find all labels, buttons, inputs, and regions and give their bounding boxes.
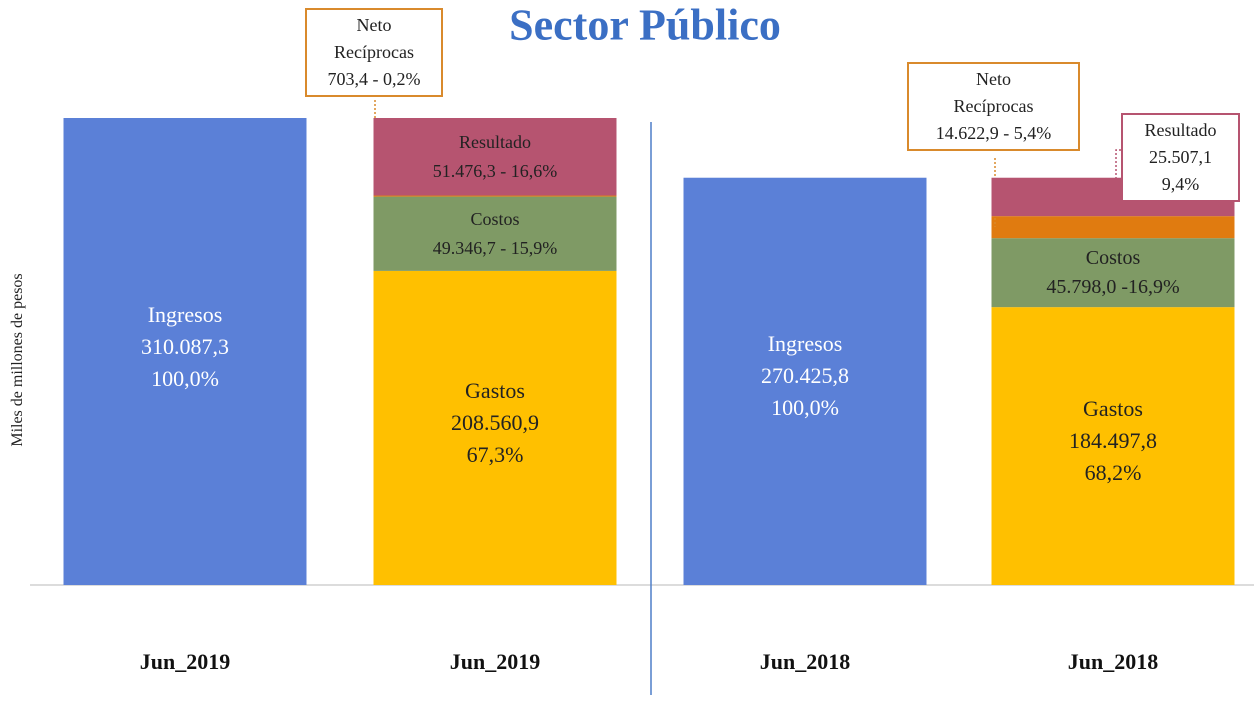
bar-segment [63, 118, 307, 585]
data-label-value: 45.798,0 -16,9% [1046, 275, 1180, 298]
bar-segment [373, 118, 617, 196]
y-axis-label: Miles de millones de pesos [9, 273, 26, 447]
bar-segment [991, 238, 1235, 308]
bar-segment [373, 196, 617, 271]
bar-segment [683, 177, 927, 585]
leader-line [1115, 149, 1121, 178]
callout-name: Neto Recíprocas [334, 15, 414, 62]
callout: Neto Recíprocas 703,4 - 0,2% [305, 8, 443, 97]
bar-segment [373, 270, 617, 585]
data-label: Gastos 184.497,8 68,2% [1069, 393, 1157, 489]
callout-name: Neto Recíprocas [953, 69, 1034, 116]
data-label-value: 100,0% [771, 395, 839, 421]
data-label: Costos 49.346,7 - 15,9% [433, 205, 558, 263]
callout: Resultado 25.507,1 9,4% [1121, 113, 1240, 202]
callout-value: 14.622,9 - 5,4% [935, 123, 1052, 143]
data-label-value: 270.425,8 [761, 363, 849, 389]
callout-value: 9,4% [1161, 174, 1200, 194]
data-label: Costos 45.798,0 -16,9% [1046, 244, 1179, 302]
x-tick-label: Jun_2019 [139, 649, 231, 674]
bar-segment [373, 195, 617, 197]
data-label: Ingresos 270.425,8 100,0% [761, 328, 849, 424]
data-label-name: Costos [1085, 246, 1141, 269]
data-label-value: 310.087,3 [141, 333, 229, 359]
data-label-value: 49.346,7 - 15,9% [432, 237, 558, 258]
bar-segment [991, 216, 1235, 239]
chart-title: Sector Público [509, 0, 781, 50]
data-label-name: Gastos [465, 377, 525, 403]
data-label: Gastos 208.560,9 67,3% [451, 375, 539, 471]
data-label: Ingresos 310.087,3 100,0% [141, 299, 229, 395]
callout-name: Resultado [1144, 120, 1217, 140]
data-label-name: Gastos [1083, 396, 1143, 422]
data-label-name: Ingresos [147, 301, 223, 327]
callout-value: 25.507,1 [1149, 147, 1212, 167]
data-label-value: 67,3% [466, 441, 524, 467]
data-label-value: 51.476,3 - 16,6% [432, 160, 558, 181]
data-label-name: Ingresos [767, 331, 843, 357]
callout-value: 703,4 - 0,2% [327, 69, 421, 89]
data-label: Resultado 51.476,3 - 16,6% [433, 128, 558, 186]
x-tick-label: Jun_2018 [1067, 649, 1159, 674]
data-label-value: 208.560,9 [451, 409, 539, 435]
data-label-name: Resultado [459, 131, 531, 152]
data-label-value: 68,2% [1084, 460, 1142, 486]
x-tick-label: Jun_2019 [449, 649, 541, 674]
callout: Neto Recíprocas 14.622,9 - 5,4% [907, 62, 1080, 151]
bar-segment [991, 307, 1235, 585]
x-tick-label: Jun_2018 [759, 649, 851, 674]
data-label-name: Costos [470, 208, 520, 229]
data-label-value: 184.497,8 [1069, 428, 1157, 454]
data-label-value: 100,0% [151, 365, 219, 391]
